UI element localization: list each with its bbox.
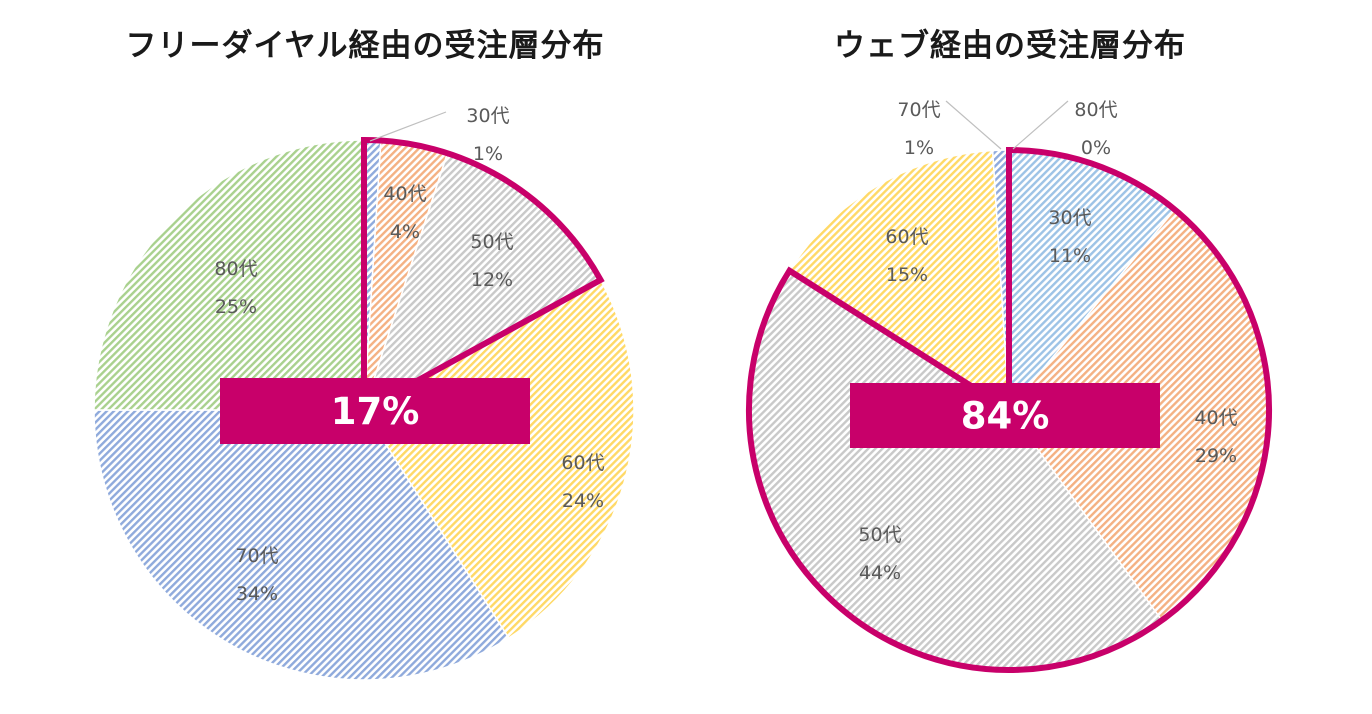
highlight-outline xyxy=(361,136,605,416)
slice-label-category: 40代 xyxy=(1194,407,1237,429)
slice-label-category: 50代 xyxy=(470,231,513,253)
highlight-callout-value: 84% xyxy=(961,395,1050,438)
slice-label-percent: 1% xyxy=(473,143,503,165)
pie-chart-web: 30代 11% 40代 29% 50代 44% 60代 15% 70代 1% 80代 0% 84% xyxy=(745,99,1272,673)
chart-title-freedial: フリーダイヤル経由の受注層分布 xyxy=(125,28,605,64)
slice-label-category: 60代 xyxy=(561,452,604,474)
slice-label-percent: 11% xyxy=(1049,245,1091,267)
leader-line xyxy=(369,111,447,142)
pie-slice-60s xyxy=(362,278,635,640)
slice-label-percent: 24% xyxy=(562,490,604,512)
pie-slice-70s xyxy=(93,409,510,681)
slice-label-percent: 12% xyxy=(471,269,513,291)
slice-label-percent: 29% xyxy=(1195,445,1237,467)
slice-label-category: 30代 xyxy=(466,105,509,127)
slice-label-category: 70代 xyxy=(897,99,940,121)
slice-label-percent: 34% xyxy=(236,583,278,605)
slice-label-category: 70代 xyxy=(235,545,278,567)
slice-label-category: 30代 xyxy=(1048,207,1091,229)
slice-label-percent: 0% xyxy=(1081,137,1111,159)
highlight-outline xyxy=(745,146,1272,673)
highlight-callout-box xyxy=(850,383,1160,448)
slice-label-percent: 1% xyxy=(904,137,934,159)
leader-line xyxy=(945,100,1002,150)
slice-label-percent: 44% xyxy=(859,562,901,584)
pie-slice-80s xyxy=(93,139,365,411)
highlight-callout-box xyxy=(220,378,530,444)
slice-label-category: 40代 xyxy=(383,183,426,205)
slice-label-category: 50代 xyxy=(858,524,901,546)
slice-label-percent: 15% xyxy=(886,264,928,286)
pie-slice-60s xyxy=(788,149,1010,412)
chart-title-web: ウェブ経由の受注層分布 xyxy=(834,28,1186,64)
slice-label-percent: 4% xyxy=(390,221,420,243)
slice-label-category: 80代 xyxy=(1074,99,1117,121)
slice-label-category: 60代 xyxy=(885,226,928,248)
slice-label-percent: 25% xyxy=(215,296,257,318)
highlight-callout-value: 17% xyxy=(331,390,420,433)
pie-chart-freedial: 30代 1% 40代 4% 50代 12% 60代 24% 70代 34% 80代 25% 17% xyxy=(93,105,635,681)
leader-line xyxy=(1012,100,1069,150)
slice-label-category: 80代 xyxy=(214,258,257,280)
